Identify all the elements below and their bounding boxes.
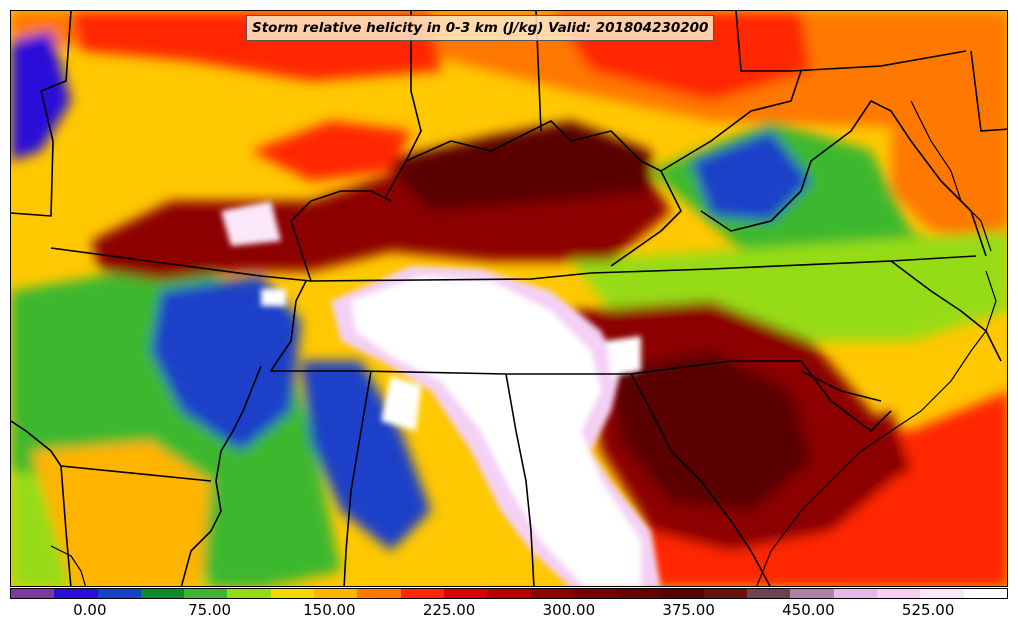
high-helicity-core <box>221 201 661 586</box>
helicity-shading <box>11 11 1007 586</box>
colorbar-segment <box>443 589 488 598</box>
colorbar-segment <box>314 589 358 598</box>
colorbar-segment <box>833 589 877 598</box>
state-boundaries <box>11 11 1007 586</box>
colorbar-segment <box>573 589 618 598</box>
helicity-field-map <box>11 11 1007 586</box>
map-panel <box>10 10 1008 587</box>
map-title: Storm relative helicity in 0-3 km (J/kg)… <box>246 15 715 41</box>
colorbar-segment <box>703 589 748 598</box>
colorbar-segment <box>963 589 1007 598</box>
colorbar-segment <box>97 589 141 598</box>
colorbar-segment <box>54 589 98 598</box>
colorbar-tick-label: 525.00 <box>901 601 955 619</box>
colorbar-tick-label: 0.00 <box>73 601 107 619</box>
colorbar-segment <box>357 589 401 598</box>
colorbar-segment <box>184 589 228 598</box>
colorbar-tick-label: 300.00 <box>542 601 596 619</box>
colorbar-segment <box>790 589 834 598</box>
colorbar-segment <box>227 589 271 598</box>
colorbar-tick-label: 375.00 <box>662 601 715 619</box>
colorbar-tick-labels: 0.00 75.00 150.00 225.00 300.00 375.00 450.00 5… <box>10 601 1008 623</box>
colorbar-segment <box>270 589 315 598</box>
colorbar-tick-label: 450.00 <box>782 601 835 619</box>
colorbar-tick-label: 225.00 <box>422 601 476 619</box>
colorbar-segment <box>617 589 661 598</box>
coastlines <box>50 100 997 586</box>
colorbar-segment <box>400 589 444 598</box>
colorbar-segment <box>920 589 964 598</box>
colorbar-tick-label: 150.00 <box>303 601 356 619</box>
colorbar-segment <box>11 589 55 598</box>
colorbar <box>10 588 1008 599</box>
colorbar-segment <box>876 589 921 598</box>
colorbar-segment <box>660 589 704 598</box>
colorbar-segment <box>530 589 574 598</box>
colorbar-segment <box>747 589 791 598</box>
colorbar-tick-label: 75.00 <box>188 601 232 619</box>
colorbar-segment <box>140 589 185 598</box>
colorbar-segment <box>487 589 531 598</box>
